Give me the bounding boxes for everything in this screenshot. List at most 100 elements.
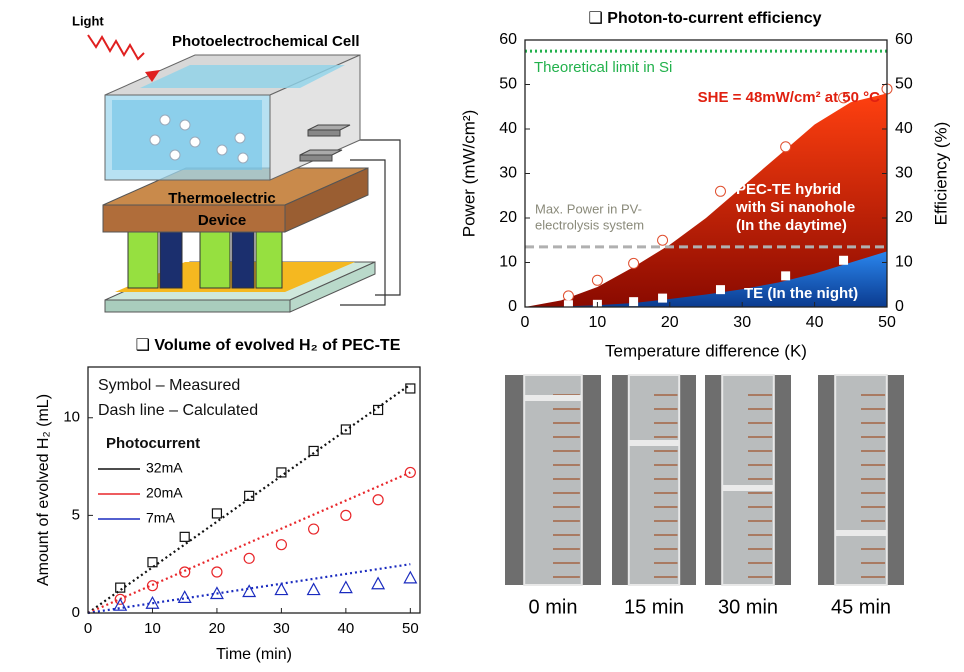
calculated-line (87, 471, 411, 615)
x-tick-label: 30 (733, 314, 751, 331)
x-tick-label: 30 (273, 620, 290, 637)
marker (306, 582, 321, 596)
marker (308, 445, 319, 457)
legend-label: 7mA (146, 510, 175, 526)
y-tick-label: 0 (72, 604, 80, 621)
marker (147, 557, 158, 568)
y2-tick-label: 0 (895, 298, 904, 315)
base-plate (104, 299, 291, 313)
meniscus (835, 530, 887, 536)
marker (838, 92, 850, 104)
marker (403, 570, 418, 584)
y-tick-label: 30 (499, 165, 517, 182)
calculated-line (87, 383, 411, 614)
annotation: TE (In the night) (744, 285, 858, 302)
photo-label: 15 min (624, 596, 684, 618)
x-tick-label: 10 (144, 620, 161, 637)
x-tick-label: 50 (878, 314, 896, 331)
y-axis-label: Power (mW/cm²) (459, 110, 478, 237)
y2-tick-label: 20 (895, 209, 913, 226)
y2-tick-label: 10 (895, 254, 913, 271)
electrolyte (140, 65, 345, 88)
marker (211, 508, 223, 519)
marker (372, 494, 384, 506)
legend-label: 20mA (146, 485, 183, 501)
marker (340, 424, 351, 435)
y-axis-label: Amount of evolved H₂ (mL) (35, 394, 52, 586)
marker (242, 584, 257, 598)
marker (714, 185, 726, 197)
x-axis-label: Temperature difference (K) (605, 341, 807, 360)
marker (308, 523, 320, 535)
annotation: with Si nanohole (735, 199, 855, 216)
annotation: Theoretical limit in Si (534, 59, 672, 76)
device-label: Thermoelectric (168, 190, 276, 207)
device-label: Device (198, 212, 246, 229)
te-leg (231, 229, 255, 289)
area (525, 251, 887, 307)
plot-frame (87, 366, 421, 614)
marker (591, 274, 603, 286)
marker (244, 490, 255, 501)
te-leg (199, 229, 231, 289)
annotation: electrolysis system (535, 217, 644, 232)
photo-label: 45 min (831, 596, 891, 618)
photo-panel: 15 min (612, 374, 696, 618)
wire (350, 139, 401, 296)
x-tick-label: 50 (402, 620, 419, 637)
te-leg (255, 229, 283, 289)
annotation: (In the daytime) (736, 217, 847, 234)
te-top (284, 167, 369, 233)
marker (657, 234, 669, 246)
marker (404, 466, 416, 479)
marker (209, 586, 224, 600)
chart-title: ❑ Volume of evolved H₂ of PEC-TE (136, 337, 401, 354)
tube (834, 374, 888, 586)
x-tick-label: 40 (338, 620, 355, 637)
marker (340, 509, 352, 521)
marker (781, 271, 791, 281)
chart: ❑ Photon-to-current efficiency 0 10 20 30 40 5… (459, 10, 950, 360)
marker (780, 141, 792, 153)
y-tick-label: 10 (499, 254, 517, 271)
electrode (299, 154, 333, 162)
legend-label: 32mA (146, 460, 183, 476)
x-tick-label: 40 (806, 314, 824, 331)
marker (628, 257, 640, 269)
marker (177, 590, 192, 603)
marker (146, 580, 159, 592)
marker (338, 580, 353, 594)
marker (562, 290, 574, 302)
calculated-line (87, 563, 411, 615)
marker (276, 467, 287, 478)
annotation: Dash line – Calculated (98, 402, 258, 419)
marker (275, 539, 287, 551)
marker (114, 593, 126, 605)
photo-panel: 30 min (705, 374, 791, 618)
y-tick-label: 5 (72, 506, 80, 523)
marker (243, 552, 255, 564)
x-axis-label: Time (min) (216, 646, 292, 663)
chart: ❑ Volume of evolved H₂ of PEC-TE 0 10 20 30 4… (35, 337, 421, 663)
x-tick-label: 20 (661, 314, 679, 331)
meniscus (524, 395, 582, 401)
y-tick-label: 60 (499, 31, 517, 48)
marker (658, 293, 668, 303)
annotation: Symbol – Measured (98, 377, 240, 394)
te-top (102, 204, 286, 233)
marker (371, 576, 386, 590)
marker (563, 300, 573, 310)
annotation: SHE = 48mW/cm² at 50 °C (698, 89, 880, 106)
meniscus (722, 485, 774, 491)
electrode (307, 129, 341, 137)
tube (721, 374, 775, 586)
y-tick-label: 40 (499, 120, 517, 137)
photo-label: 0 min (529, 596, 578, 618)
photo-panel: 0 min (505, 374, 601, 618)
x-tick-label: 20 (209, 620, 226, 637)
y-tick-label: 20 (499, 209, 517, 226)
marker (839, 255, 849, 265)
marker (274, 582, 289, 596)
y2-tick-label: 50 (895, 76, 913, 93)
